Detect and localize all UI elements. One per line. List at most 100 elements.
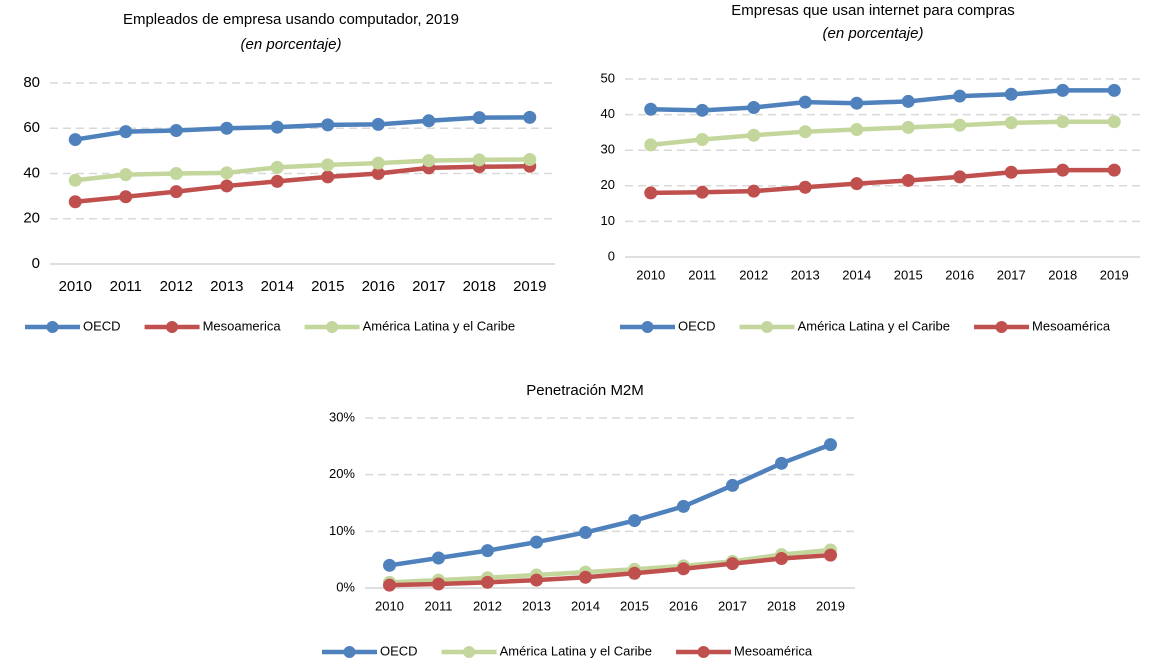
x-tick-label: 2018: [1048, 267, 1077, 282]
point: [644, 186, 658, 200]
point: [530, 535, 543, 549]
x-tick-label: 2014: [842, 267, 871, 282]
point: [1056, 163, 1070, 177]
x-tick-label: 2019: [513, 278, 546, 295]
point: [628, 566, 641, 580]
legend-marker: [166, 321, 179, 333]
legend-label: OECD: [678, 318, 716, 333]
x-tick-label: 2013: [791, 267, 820, 282]
y-tick-label: 50: [601, 70, 615, 85]
x-tick-label: 2010: [59, 278, 92, 295]
point: [1056, 83, 1070, 97]
point: [726, 557, 739, 571]
point: [472, 111, 486, 125]
point: [901, 120, 915, 134]
chart-title: Empresas que usan internet para compras: [731, 2, 1014, 19]
x-tick-label: 2017: [718, 598, 747, 613]
y-tick-label: 30: [601, 142, 615, 157]
series-line: [650, 167, 1115, 196]
x-tick-label: 2015: [620, 598, 649, 613]
point: [383, 558, 396, 572]
point: [270, 120, 284, 134]
legend-label: OECD: [380, 643, 418, 658]
point: [472, 153, 486, 167]
point: [432, 551, 445, 565]
legend-label: OECD: [83, 318, 121, 333]
point: [798, 180, 812, 194]
y-tick-label: 60: [23, 119, 40, 136]
point: [523, 152, 537, 166]
y-tick-label: 10: [601, 213, 615, 228]
point: [169, 167, 183, 180]
chart-subtitle: (en porcentaje): [823, 25, 924, 42]
y-tick-label: 10%: [329, 523, 355, 538]
point: [1107, 115, 1121, 129]
legend-marker: [463, 646, 476, 658]
series-line: [389, 442, 832, 568]
point: [432, 577, 445, 591]
x-tick-label: 2015: [894, 267, 923, 282]
series-line: [650, 119, 1115, 148]
point: [371, 156, 385, 170]
point: [775, 456, 788, 470]
point: [1107, 163, 1121, 177]
y-tick-label: 40: [601, 106, 615, 121]
x-tick-label: 2017: [412, 278, 445, 295]
legend-label: América Latina y el Caribe: [363, 318, 515, 333]
point: [798, 95, 812, 109]
point: [169, 124, 183, 138]
legend-marker: [326, 321, 339, 333]
x-tick-label: 2019: [816, 598, 845, 613]
point: [530, 573, 543, 587]
legend-label: América Latina y el Caribe: [500, 643, 652, 658]
x-tick-label: 2013: [210, 278, 243, 295]
point: [726, 478, 739, 492]
point: [119, 190, 133, 204]
point: [321, 118, 335, 132]
x-tick-label: 2014: [571, 598, 600, 613]
x-tick-label: 2019: [1100, 267, 1129, 282]
x-tick-label: 2016: [945, 267, 974, 282]
x-tick-label: 2011: [688, 267, 716, 282]
point: [1004, 116, 1018, 130]
point: [850, 123, 864, 137]
y-tick-label: 0: [608, 248, 615, 263]
y-tick-label: 0: [32, 255, 40, 272]
legend-label: Mesoamérica: [734, 643, 813, 658]
chart-title: Penetración M2M: [526, 382, 644, 399]
point: [644, 138, 658, 152]
point: [383, 578, 396, 592]
series-line: [389, 547, 831, 585]
point: [644, 102, 658, 116]
point: [371, 117, 385, 131]
point: [422, 154, 436, 168]
point: [270, 160, 284, 174]
point: [747, 184, 761, 198]
y-tick-label: 80: [23, 74, 40, 91]
point: [579, 525, 592, 539]
series-line: [650, 88, 1115, 113]
legend-marker: [995, 321, 1008, 333]
point: [169, 185, 183, 199]
point: [677, 562, 690, 576]
point: [695, 185, 709, 199]
point: [422, 114, 436, 128]
point: [119, 125, 133, 139]
point: [1004, 165, 1018, 179]
legend-marker: [343, 646, 356, 658]
chart-title: Empleados de empresa usando computador, …: [123, 11, 459, 28]
point: [1107, 83, 1121, 97]
point: [747, 100, 761, 114]
x-tick-label: 2010: [375, 598, 404, 613]
legend-marker: [641, 321, 654, 333]
x-tick-label: 2011: [425, 598, 453, 613]
point: [850, 177, 864, 191]
point: [1004, 87, 1018, 101]
point: [523, 110, 537, 124]
x-tick-label: 2012: [160, 278, 193, 295]
y-tick-label: 30%: [329, 409, 355, 424]
x-tick-label: 2018: [463, 278, 496, 295]
x-tick-label: 2012: [739, 267, 768, 282]
y-tick-label: 40: [23, 164, 40, 181]
